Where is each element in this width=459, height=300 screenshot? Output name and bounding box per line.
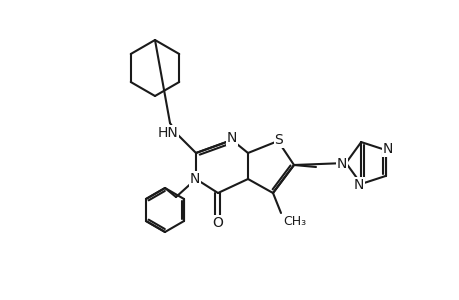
Text: N: N (226, 131, 237, 145)
Text: N: N (382, 142, 392, 156)
Text: CH₃: CH₃ (282, 215, 305, 228)
Text: O: O (212, 216, 223, 230)
Text: S: S (274, 133, 283, 147)
Text: N: N (190, 172, 200, 186)
Text: N: N (336, 157, 347, 171)
Text: N: N (353, 178, 364, 192)
Text: HN: HN (157, 126, 178, 140)
